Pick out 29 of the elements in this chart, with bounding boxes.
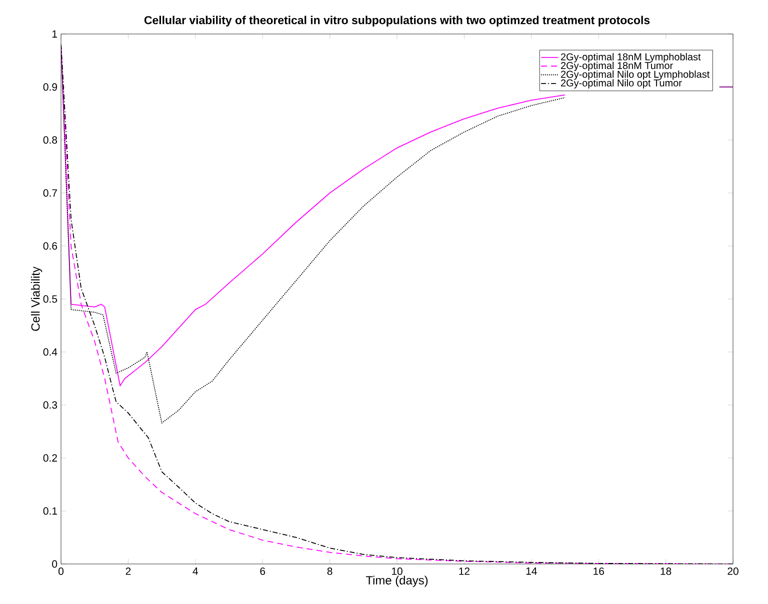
y-tick-label: 0 [52,560,58,568]
x-tick-label: 6 [260,568,266,575]
y-tick-label: 0.5 [43,295,58,303]
chart-title: Cellular viability of theoretical in vitro subpopulations with two optimzed treatment protocols [144,16,650,26]
x-tick-label: 14 [526,568,537,575]
legend-label: 2Gy-optimal 18nM Tumor [561,62,673,72]
y-tick-label: 0.9 [43,83,57,91]
y-tick-label: 1 [52,30,57,38]
legend-label: 2Gy-optimal Nilo opt Tumor [561,79,682,88]
y-tick-label: 0.6 [43,242,58,250]
y-axis-title: Cell Viability [30,266,42,331]
x-axis-title: Time (days) [366,576,428,587]
y-tick-label: 0.3 [43,401,58,409]
y-tick-label: 0.4 [43,348,58,356]
x-tick-label: 18 [660,568,672,575]
x-tick-label: 16 [594,568,604,575]
y-tick-label: 0.2 [43,454,57,462]
x-tick-label: 2 [126,568,131,575]
y-tick-label: 0.7 [43,189,57,197]
x-tick-label: 0 [58,568,64,575]
y-tick-label: 0.1 [43,507,57,515]
x-tick-label: 8 [327,568,332,575]
x-tick-label: 4 [192,568,198,575]
x-tick-label: 12 [459,568,470,575]
y-tick-label: 0.8 [43,136,58,144]
legend-label: 2Gy-optimal Nilo opt Lymphoblast [561,70,710,80]
legend-label: 2Gy-optimal 18nM Lymphoblast [561,53,701,62]
x-tick-label: 20 [728,568,738,575]
x-tick-label: 10 [392,568,402,575]
